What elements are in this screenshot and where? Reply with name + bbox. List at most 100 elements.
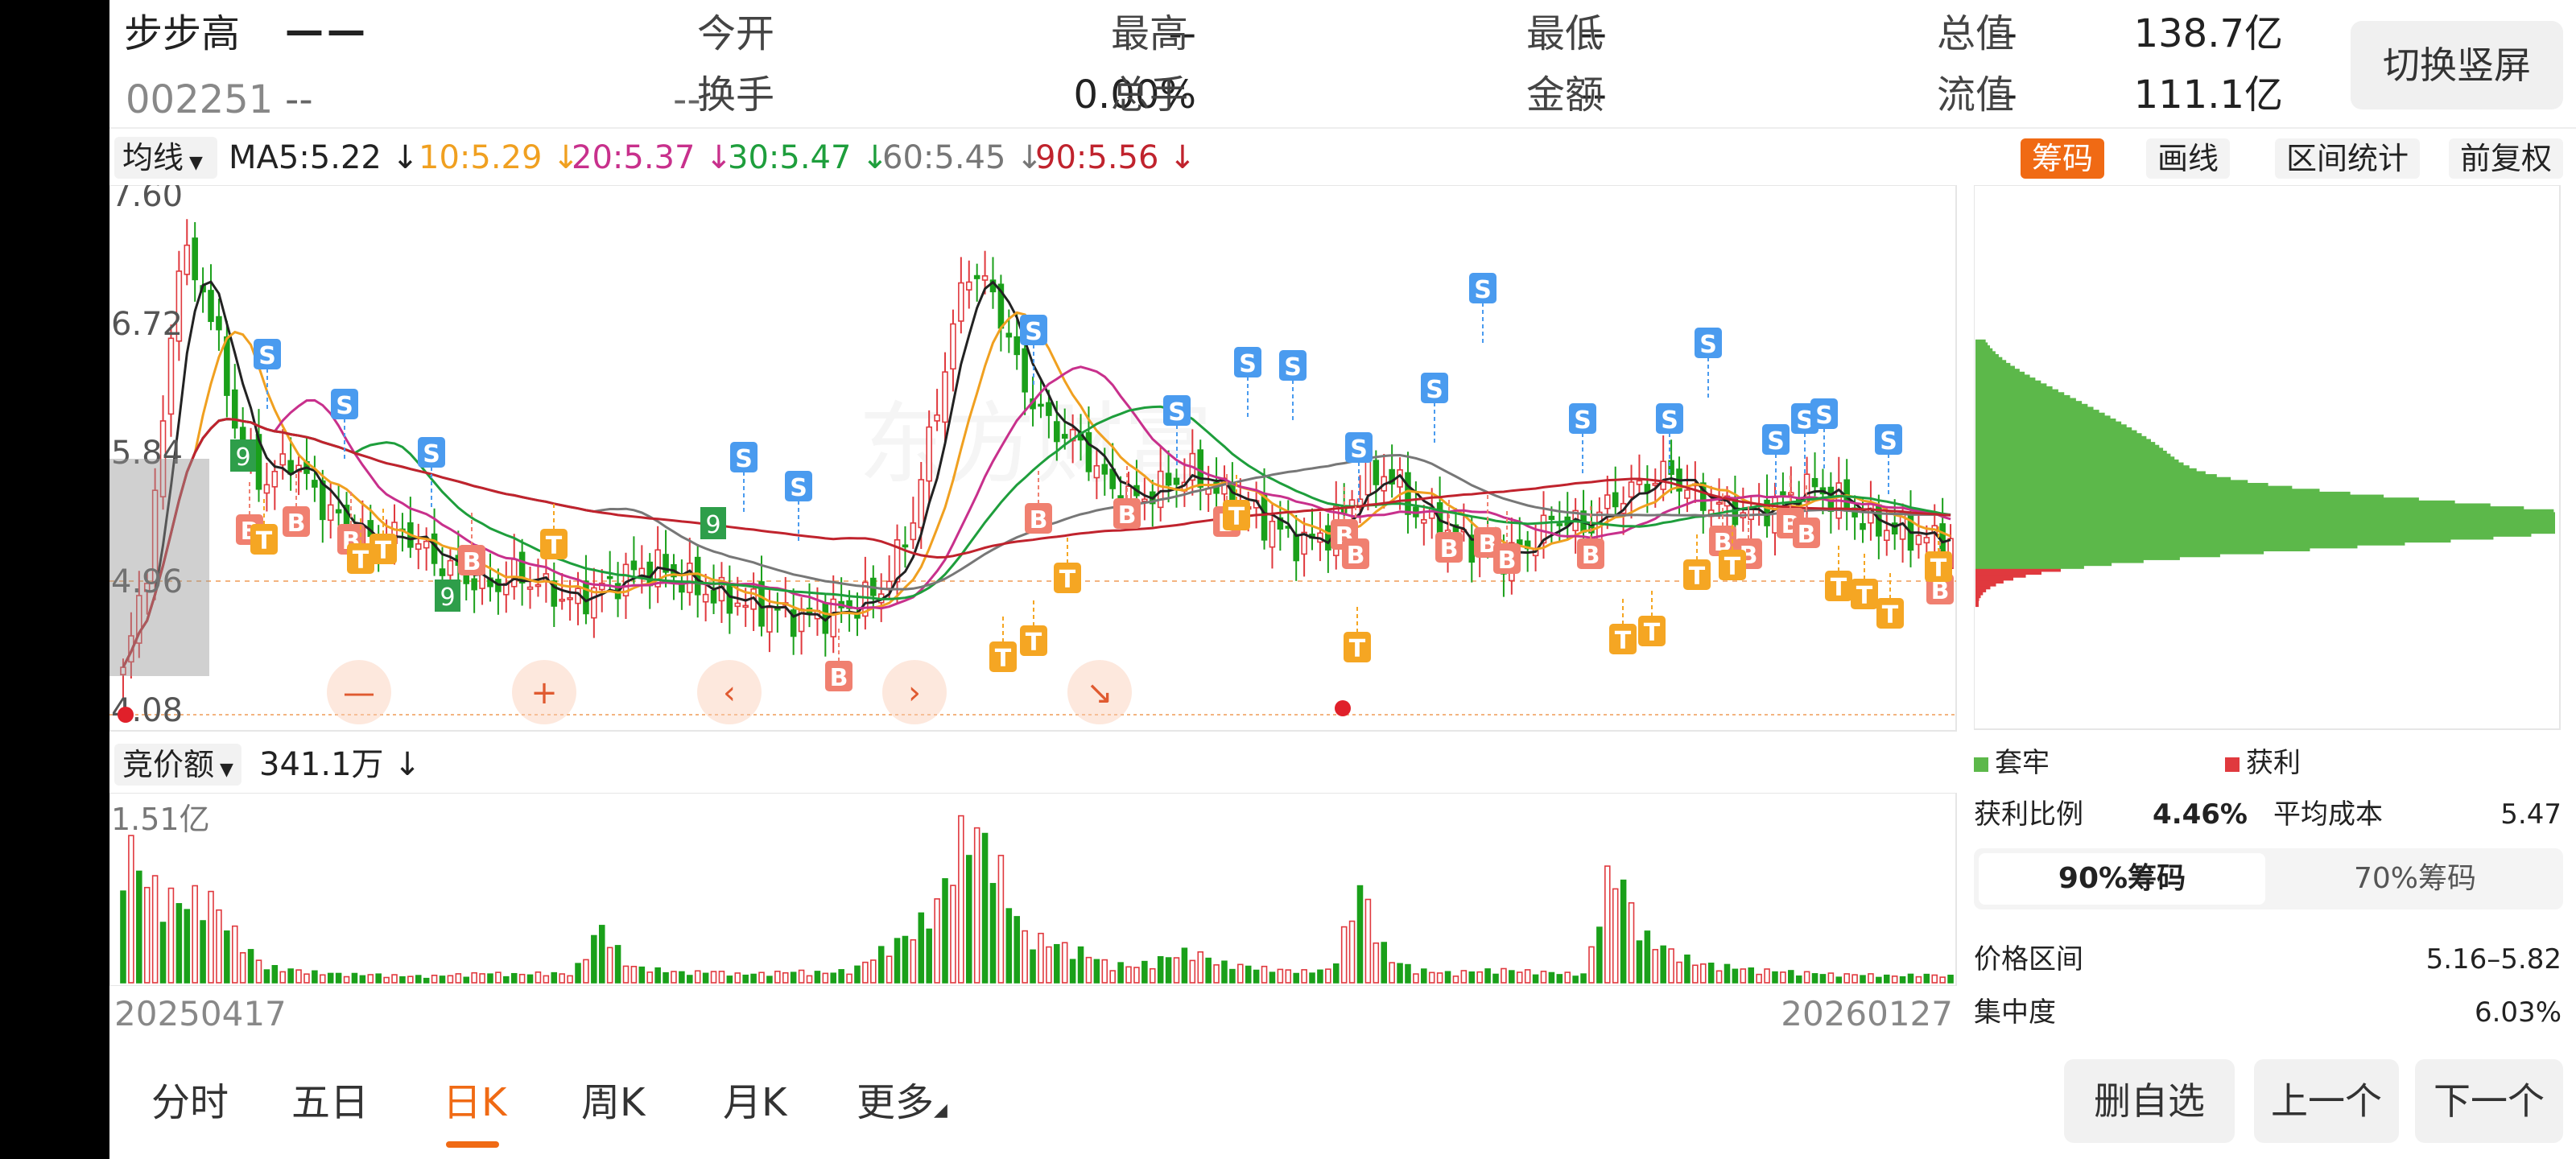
kline-chart[interactable]: 东方财富7.606.725.844.964.08SSSSSSSSSSSSSSSS… — [109, 185, 1961, 732]
signal-badge-letter: T — [1615, 627, 1632, 655]
signal-badge-letter: S — [1815, 402, 1833, 430]
quote-value-low: -- — [1989, 11, 2017, 56]
candle-down — [726, 584, 733, 614]
tab-daily-k[interactable]: 日K — [443, 1080, 507, 1125]
ma-selector-dropdown[interactable]: 均线 ▼ — [114, 137, 217, 179]
candle-up — [535, 584, 542, 588]
trade-signal-badge — [1609, 624, 1637, 654]
pan-right-icon[interactable] — [882, 660, 947, 724]
zoom-out-icon[interactable] — [327, 660, 391, 724]
chip-trapped-bar — [1975, 380, 2041, 385]
buy-signal-badge — [1577, 538, 1604, 569]
volume-bar-up — [758, 971, 765, 984]
volume-indicator-dropdown[interactable]: 竞价额 ▼ — [114, 744, 242, 786]
ma30-line — [122, 405, 1951, 668]
ma-selector-label: 均线 — [122, 140, 184, 175]
tab-70-percent[interactable]: 70%筹码 — [2353, 862, 2477, 895]
forward-adjust-button[interactable]: 前复权 — [2449, 138, 2564, 179]
zoom-out-icon-glyph: — — [343, 674, 375, 711]
tab-more[interactable]: 更多◢ — [857, 1077, 947, 1136]
volume-bar-up — [1348, 920, 1356, 984]
chip-profit-bar — [1975, 585, 1991, 590]
volume-bar-up — [1038, 932, 1044, 984]
candle-down — [312, 480, 318, 488]
candle-down — [1165, 472, 1172, 486]
chip-trapped-bar — [1975, 521, 2555, 526]
volume-bar-up — [822, 972, 829, 984]
quote-value-float-value: 111.1亿 — [2133, 72, 2283, 118]
sell-signal-badge — [1762, 424, 1790, 455]
chip-trapped-bar — [1975, 401, 2083, 406]
signal-badge-letter: S — [1239, 350, 1257, 378]
collapse-icon[interactable] — [1067, 660, 1132, 724]
signal-badge-letter: S — [1474, 276, 1492, 304]
tab-five-day[interactable]: 五日 — [291, 1080, 369, 1125]
tab-weekly-k[interactable]: 周K — [581, 1080, 646, 1125]
previous-stock-button[interactable]: 上一个 — [2254, 1059, 2399, 1143]
volume-bar-up — [1756, 973, 1762, 984]
volume-bar-up — [303, 973, 310, 984]
profit-ratio-value: 4.46% — [2153, 798, 2248, 831]
draw-line-button[interactable]: 画线 — [2146, 138, 2231, 179]
concentration-label: 集中度 — [1974, 996, 2056, 1029]
chip-distribution-button[interactable]: 筹码 — [2021, 138, 2105, 179]
volume-bar-down — [1556, 974, 1563, 984]
zoom-in-icon[interactable] — [512, 660, 576, 724]
chip-trapped-bar — [1975, 456, 2175, 461]
sell-signal-badge — [1695, 328, 1722, 358]
volume-bar-down — [312, 970, 318, 984]
chip-profit-bar — [1975, 596, 1979, 601]
sell-signal-badge — [1163, 395, 1191, 426]
candle-up — [327, 504, 334, 522]
trade-signal-badge — [1020, 625, 1047, 656]
signal-badge-letter: B — [1498, 547, 1517, 575]
volume-bar-up — [1715, 970, 1723, 984]
volume-bar-up — [1325, 968, 1331, 984]
remove-watchlist-button[interactable]: 删自选 — [2064, 1059, 2235, 1143]
switch-portrait-button[interactable]: 切换竖屏 — [2351, 21, 2563, 109]
candle-down — [320, 480, 326, 521]
volume-bar-down — [1309, 972, 1315, 984]
candle-up — [559, 598, 565, 602]
pan-left-icon[interactable] — [697, 660, 762, 724]
trade-signal-badge — [1851, 579, 1878, 609]
volume-bar-down — [750, 973, 757, 984]
chip-profit-bar — [1975, 573, 2026, 578]
chip-trapped-bar — [1975, 474, 2217, 479]
chip-trapped-bar — [1975, 365, 2015, 370]
volume-bar-down — [1484, 968, 1491, 984]
tab-monthly-k[interactable]: 月K — [723, 1080, 787, 1125]
signal-badge-letter: T — [1059, 566, 1076, 594]
tab-90-percent[interactable]: 90%筹码 — [1979, 853, 2265, 905]
chip-trapped-bar — [1975, 433, 2142, 438]
candle-down — [1261, 493, 1268, 541]
next-stock-button[interactable]: 下一个 — [2415, 1059, 2563, 1143]
chip-trapped-bar — [1975, 412, 2105, 417]
signal-badge-letter: B — [1118, 501, 1137, 530]
volume-bar-down — [1205, 957, 1212, 984]
signal-badge-letter: T — [995, 645, 1012, 673]
volume-bar-up — [255, 959, 262, 984]
price-range-label: 价格区间 — [1974, 943, 2083, 975]
signal-badge-letter: S — [735, 445, 753, 473]
tab-intraday[interactable]: 分时 — [151, 1080, 229, 1125]
profit-ratio-label: 获利比例 — [1974, 798, 2083, 831]
pan-right-icon-glyph: › — [908, 674, 921, 711]
volume-bar-up — [1428, 971, 1435, 984]
volume-bar-up — [1340, 926, 1348, 984]
volume-bar-down — [423, 977, 430, 984]
signal-badge-letter: B — [1030, 506, 1048, 534]
volume-bar-up — [1109, 970, 1116, 984]
candle-down — [335, 509, 342, 514]
range-stats-button[interactable]: 区间统计 — [2275, 138, 2421, 179]
candle-up — [1636, 480, 1643, 485]
price-tick-label: 6.72 — [111, 306, 183, 343]
chip-trapped-bar — [1975, 444, 2160, 449]
chip-trapped-bar — [1975, 430, 2137, 435]
trade-signal-badge — [1925, 551, 1952, 582]
candle-up — [958, 282, 964, 322]
volume-bar-up — [846, 973, 852, 984]
volume-chart[interactable]: 1.51亿 — [109, 793, 1961, 986]
candle-up — [1628, 481, 1635, 498]
candle-up — [423, 540, 430, 549]
